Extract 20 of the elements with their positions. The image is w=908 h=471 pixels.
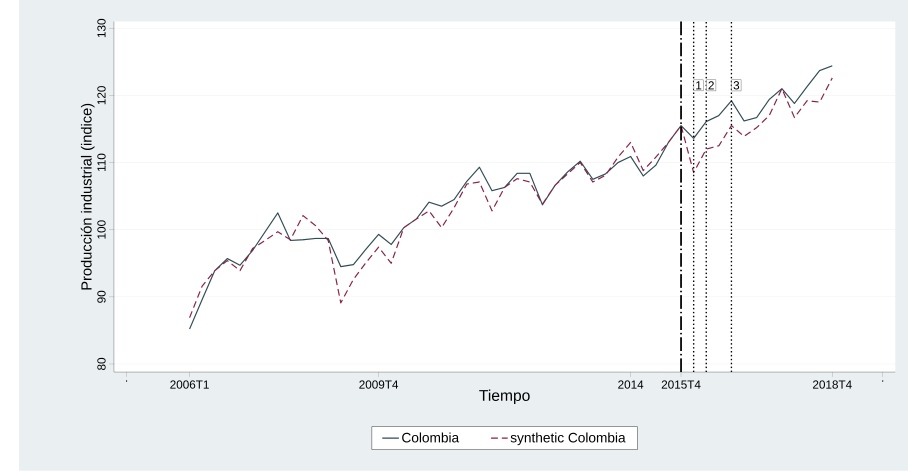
x-tick-label: 2015T4	[662, 380, 701, 389]
x-tick-label: 2006T1	[170, 380, 209, 389]
y-tick-label: 110	[97, 154, 106, 172]
annotation: 1	[696, 81, 702, 90]
x-axis-title: Tiempo	[479, 390, 530, 404]
y-tick-label: 130	[97, 18, 106, 38]
y-tick-label: 80	[97, 358, 106, 370]
y-tick-label: 100	[97, 220, 106, 239]
y-axis-title: Producción industrial (indice)	[80, 104, 95, 290]
legend-label: synthetic Colombia	[510, 432, 626, 446]
x-tick-label: 2014	[618, 380, 644, 389]
x-tick-label: 2009T4	[359, 380, 398, 389]
y-tick-label: 120	[97, 86, 106, 104]
x-tick-label: .	[882, 380, 884, 382]
annotation: 3	[734, 81, 740, 90]
legend-label: Colombia	[402, 432, 460, 443]
x-tick-label: .	[126, 380, 128, 382]
annotation: 2	[708, 81, 714, 90]
y-tick-label: 90	[97, 290, 106, 303]
x-tick-label: 2018T4	[813, 380, 852, 389]
